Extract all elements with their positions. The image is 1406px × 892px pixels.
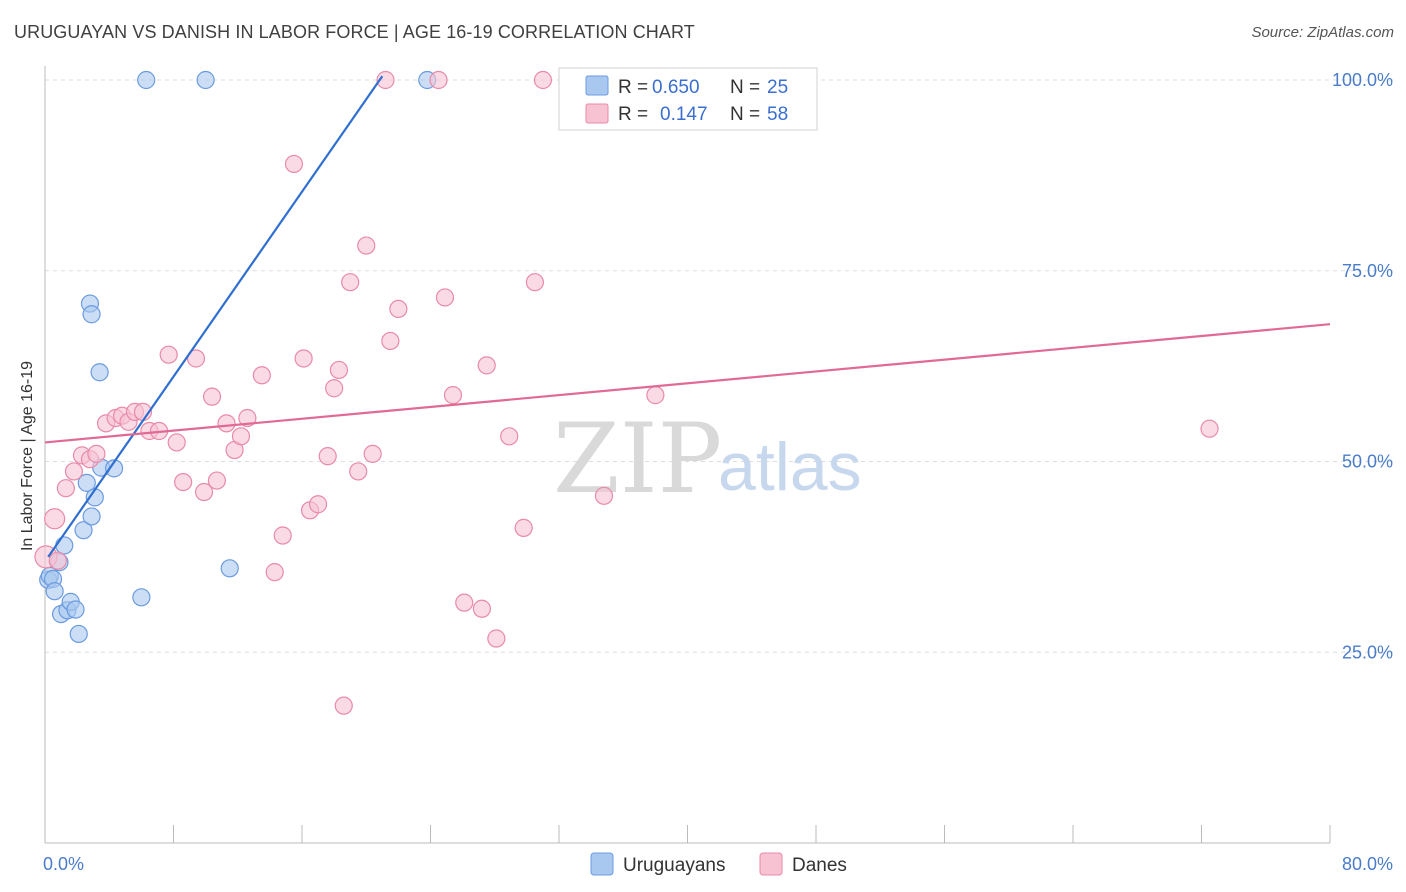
danes-point-50 (477, 356, 496, 375)
legend-n-label-1: N = (730, 77, 760, 98)
legend-swatch-uruguayans (585, 75, 609, 96)
danes-point-20 (194, 482, 214, 502)
danes-point-45 (429, 70, 448, 90)
danes-point-47 (443, 386, 463, 405)
danes-point-57 (646, 386, 665, 405)
y-axis-label: In Labor Force | Age 16-19 (19, 361, 36, 551)
y-tick-label-1: 50.0% (1342, 452, 1393, 472)
uruguayans-point-5 (55, 536, 74, 555)
danes-point-21 (202, 387, 222, 406)
danes-point-2 (48, 551, 67, 570)
danes-point-18 (174, 473, 193, 492)
danes-point-51 (487, 629, 506, 648)
data-points (34, 70, 1219, 715)
danes-point-16 (159, 345, 178, 364)
legend-n-value-2: 58 (767, 104, 788, 125)
y-tick-labels: 25.0% 50.0% 75.0% 100.0% (1332, 70, 1393, 662)
danes-point-38 (341, 273, 360, 292)
legend-r-label-1: R = (618, 77, 648, 98)
x-tick-labels: 0.0% 80.0% (43, 854, 1393, 874)
danes-point-4 (64, 462, 84, 481)
danes-point-37 (334, 696, 353, 715)
danes-point-26 (238, 408, 257, 428)
danes-point-1 (44, 508, 66, 530)
danes-point-58 (1200, 419, 1219, 438)
uruguayans-trend-line (47, 75, 384, 558)
x-tick-label-0: 0.0% (43, 854, 84, 874)
legend-r-label-2: R = (618, 104, 648, 125)
danes-point-39 (349, 462, 368, 481)
watermark-atlas: atlas (718, 429, 862, 505)
uruguayans-point-14 (82, 305, 101, 324)
series-label-danes: Danes (792, 855, 847, 876)
danes-trend-line (44, 323, 1331, 444)
y-tick-label-0: 25.0% (1342, 642, 1393, 662)
danes-point-44 (389, 299, 408, 318)
uruguayans-point-20 (132, 588, 151, 607)
uruguayans-point-23 (220, 559, 239, 578)
danes-point-22 (207, 471, 226, 490)
danes-point-17 (167, 433, 186, 452)
danes-point-48 (455, 593, 474, 612)
uruguayans-point-3 (45, 582, 64, 601)
gridlines (45, 79, 1393, 653)
danes-point-25 (231, 427, 251, 446)
danes-point-29 (273, 526, 292, 545)
series-swatch-danes (759, 852, 783, 876)
watermark: ZIP atlas (553, 403, 862, 515)
uruguayans-point-12 (77, 473, 96, 492)
danes-point-33 (308, 495, 328, 514)
danes-point-7 (87, 444, 106, 463)
danes-point-36 (329, 360, 349, 380)
danes-point-34 (318, 447, 337, 466)
uruguayans-point-22 (196, 70, 215, 90)
danes-point-3 (56, 479, 75, 498)
axes (44, 66, 1331, 844)
danes-point-40 (357, 236, 376, 255)
uruguayans-point-19 (104, 459, 124, 478)
correlation-legend: R = 0.650 N = 25 R = 0.147 N = 58 (558, 67, 818, 131)
x-tick-label-1: 80.0% (1342, 854, 1393, 874)
danes-point-55 (533, 70, 553, 90)
danes-point-43 (381, 331, 400, 351)
source-credit: Source: ZipAtlas.com (1251, 24, 1394, 41)
danes-point-30 (284, 154, 304, 174)
legend-r-value-2: 0.147 (660, 104, 708, 125)
y-tick-label-3: 100.0% (1332, 70, 1393, 90)
danes-point-23 (217, 414, 236, 433)
uruguayans-point-15 (82, 507, 101, 526)
danes-point-28 (265, 563, 284, 582)
danes-point-31 (294, 349, 313, 368)
series-label-uruguayans: Uruguayans (623, 855, 725, 876)
danes-point-42 (376, 70, 395, 90)
danes-point-56 (594, 486, 614, 505)
uruguayans-point-10 (69, 624, 88, 644)
danes-point-54 (525, 273, 545, 292)
danes-point-53 (514, 518, 533, 537)
legend-n-value-1: 25 (767, 77, 788, 98)
watermark-zip: ZIP (553, 403, 722, 515)
danes-point-27 (252, 366, 271, 385)
trend-lines (44, 75, 1331, 558)
danes-point-41 (363, 444, 382, 463)
danes-point-19 (186, 349, 206, 368)
uruguayans-point-11 (74, 521, 93, 540)
uruguayans-point-9 (66, 600, 85, 619)
danes-point-49 (472, 599, 491, 618)
danes-point-46 (435, 288, 455, 307)
legend-r-value-1: 0.650 (652, 77, 700, 98)
danes-point-52 (500, 427, 519, 446)
legend-n-label-2: N = (730, 104, 760, 125)
series-legend: Uruguayans Danes (590, 852, 847, 876)
chart-title: URUGUAYAN VS DANISH IN LABOR FORCE | AGE… (14, 22, 695, 42)
legend-swatch-danes (585, 103, 609, 124)
danes-point-35 (325, 379, 344, 398)
uruguayans-point-17 (90, 363, 109, 382)
uruguayans-point-21 (137, 70, 156, 90)
series-swatch-uruguayans (590, 852, 614, 876)
y-tick-label-2: 75.0% (1342, 261, 1393, 281)
